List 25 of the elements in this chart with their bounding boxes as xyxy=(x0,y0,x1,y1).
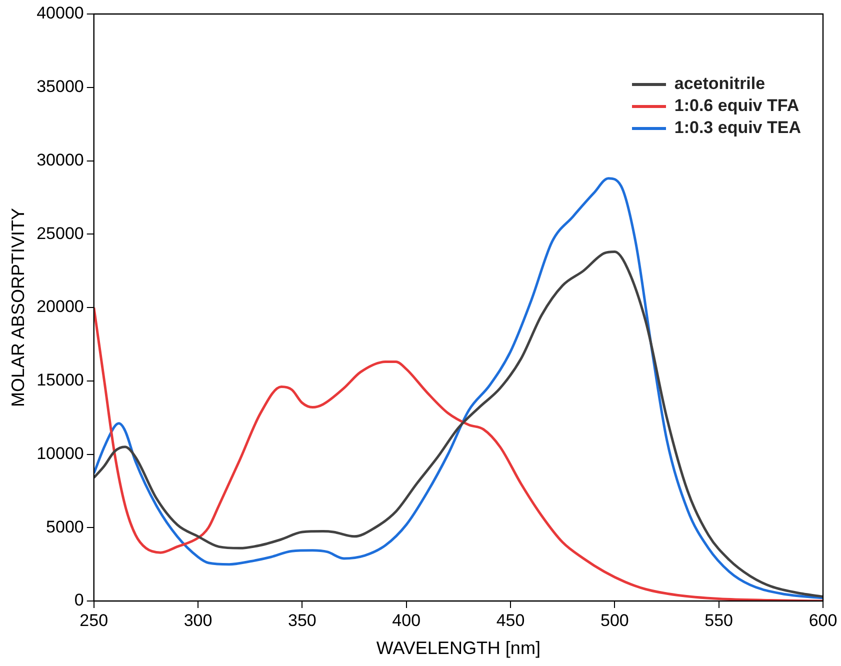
x-tick-label: 500 xyxy=(600,610,629,630)
y-tick-label: 5000 xyxy=(46,517,84,536)
y-tick-label: 40000 xyxy=(36,4,84,23)
legend-label: 1:0.3 equiv TEA xyxy=(674,118,801,138)
y-tick-label: 10000 xyxy=(36,444,84,463)
x-tick-label: 450 xyxy=(496,610,525,630)
x-tick-label: 400 xyxy=(392,610,421,630)
legend-label: 1:0.6 equiv TFA xyxy=(674,96,800,116)
y-tick-label: 0 xyxy=(74,590,84,610)
y-tick-label: 30000 xyxy=(36,150,84,170)
x-tick-label: 350 xyxy=(288,610,316,630)
y-tick-label: 15000 xyxy=(36,370,84,390)
y-tick-label: 25000 xyxy=(36,224,84,243)
y-axis-title: MOLAR ABSORPTIVITY xyxy=(8,208,28,408)
x-tick-label: 300 xyxy=(184,610,212,630)
x-axis-title: WAVELENGTH [nm] xyxy=(376,638,540,658)
line-series xyxy=(94,306,823,601)
legend-label: acetonitrile xyxy=(674,74,766,94)
x-tick-label: 600 xyxy=(808,610,838,630)
line-series xyxy=(94,177,823,600)
y-tick-label: 35000 xyxy=(36,77,84,96)
x-tick-label: 250 xyxy=(80,610,108,630)
y-tick-label: 20000 xyxy=(36,297,84,316)
line-series xyxy=(94,250,823,598)
x-tick-label: 550 xyxy=(704,610,734,630)
